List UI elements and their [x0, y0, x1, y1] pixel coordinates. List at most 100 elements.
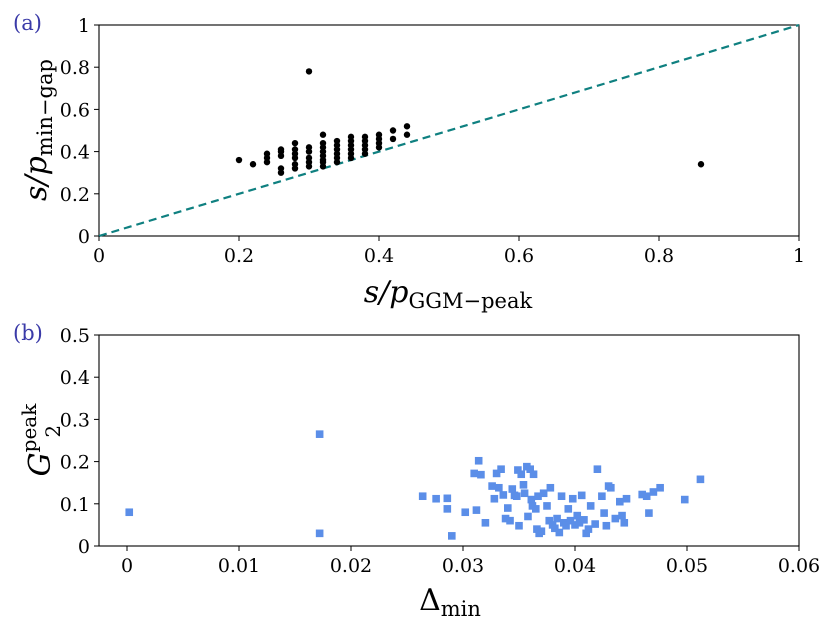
data-point	[524, 512, 532, 521]
data-point	[291, 139, 299, 147]
data-point	[620, 518, 629, 527]
data-point	[291, 146, 299, 153]
data-point	[305, 154, 313, 162]
data-point	[680, 495, 689, 504]
x-axis-label-a: s/pGGM−peak	[364, 275, 533, 313]
data-point	[291, 161, 299, 168]
data-point	[361, 133, 369, 141]
data-point	[586, 502, 595, 510]
y-tick-label: 0.4	[60, 142, 90, 164]
data-point	[611, 514, 620, 523]
data-points-a	[235, 68, 705, 176]
data-point	[389, 127, 397, 134]
data-point	[305, 68, 313, 75]
data-point	[568, 494, 577, 503]
data-point	[598, 492, 606, 501]
x-tick-label: 0.2	[224, 245, 254, 267]
x-axis-ticks-a: 0 0.2 0.4 0.6 0.8 1	[93, 236, 805, 267]
data-point	[517, 470, 526, 479]
data-point	[532, 505, 540, 513]
data-point	[333, 137, 341, 145]
data-points-b	[125, 430, 705, 540]
data-point	[495, 483, 503, 492]
x-tick-label: 0.02	[330, 555, 372, 577]
y-tick-label: 0	[78, 536, 90, 558]
x-axis-label-b: Δmin	[419, 583, 481, 621]
data-point	[488, 482, 496, 490]
data-point	[472, 506, 481, 514]
data-point	[580, 516, 588, 524]
data-point	[571, 521, 579, 529]
y-tick-label: 0.6	[60, 99, 90, 121]
plot-frame-a	[98, 24, 800, 237]
data-point	[555, 528, 564, 537]
data-point	[638, 490, 646, 499]
data-point	[504, 504, 512, 512]
data-point	[315, 430, 324, 438]
data-point	[616, 497, 624, 506]
data-point	[543, 502, 551, 510]
x-axis-label-a-sub: GGM−peak	[408, 289, 532, 313]
x-tick-label: 0.04	[554, 555, 596, 577]
data-point	[506, 516, 514, 525]
data-point	[591, 520, 599, 528]
x-axis-label-b-sub: min	[441, 597, 481, 621]
y-tick-label: 0.4	[60, 367, 90, 389]
data-point	[533, 525, 541, 533]
y-tick-label: 0	[78, 226, 90, 248]
y-tick-label: 0.3	[60, 409, 90, 431]
x-axis-ticks-b: 0 0.01 0.02 0.03 0.04 0.05 0.06	[121, 546, 820, 577]
data-point	[526, 465, 534, 473]
data-point	[649, 488, 658, 496]
data-point	[557, 492, 566, 501]
y-tick-label: 1	[78, 15, 90, 37]
data-point	[582, 529, 590, 538]
y-axis-label-a-sub: min−gap	[33, 59, 57, 156]
data-point	[492, 469, 501, 478]
data-point	[443, 505, 452, 513]
x-tick-label: 0.4	[364, 245, 394, 267]
y-axis-label-a-main: s/p	[19, 156, 54, 201]
data-point	[656, 483, 664, 492]
reference-line-diagonal	[98, 23, 800, 238]
data-point	[474, 456, 483, 465]
data-point	[470, 469, 478, 478]
data-point	[432, 494, 440, 503]
x-tick-label: 0.03	[442, 555, 484, 577]
x-tick-label: 0	[93, 245, 105, 267]
data-point	[553, 514, 561, 523]
data-point	[448, 532, 456, 540]
data-point	[443, 494, 452, 503]
data-point	[277, 165, 285, 172]
data-point	[497, 465, 505, 473]
data-point	[512, 492, 521, 501]
panel-b: (b) 0 0.01 0.02 0.03 0.04 0.05 0.06 0 0.1 0.2 0.3…	[13, 321, 820, 621]
data-point	[461, 508, 470, 517]
data-point	[514, 466, 522, 474]
data-point	[277, 146, 285, 153]
x-tick-label: 0.8	[644, 245, 674, 267]
y-axis-label-b-sup: peak	[17, 403, 41, 453]
y-axis-label-b-sub: 2	[41, 425, 65, 438]
data-point	[593, 465, 602, 473]
y-axis-label-b: Gpeak2	[17, 403, 65, 477]
data-point	[249, 161, 257, 168]
data-point	[319, 139, 327, 147]
y-tick-label: 0.5	[60, 325, 90, 347]
data-point	[575, 518, 584, 527]
data-point	[537, 527, 546, 536]
data-point	[515, 521, 523, 530]
data-point	[418, 492, 427, 501]
x-axis-label-a-main: s/p	[364, 275, 409, 310]
data-point	[562, 521, 570, 530]
data-point	[319, 131, 327, 138]
data-point	[520, 489, 529, 498]
data-point	[501, 514, 510, 523]
y-tick-label: 0.2	[60, 452, 90, 474]
x-axis-label-b-main: Δ	[419, 583, 441, 618]
data-point	[642, 492, 651, 501]
data-point	[235, 156, 243, 164]
data-point	[315, 529, 324, 538]
data-point	[490, 494, 499, 503]
